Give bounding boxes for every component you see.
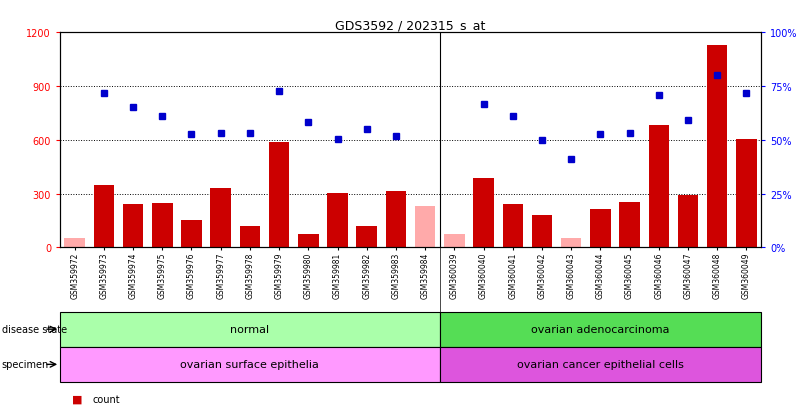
Bar: [736, 140, 757, 248]
Bar: [298, 234, 319, 248]
Bar: [473, 179, 493, 248]
Bar: [211, 189, 231, 248]
Bar: [328, 193, 348, 248]
Bar: [64, 239, 85, 248]
Bar: [502, 205, 523, 248]
Bar: [415, 206, 435, 248]
Bar: [356, 226, 377, 248]
Bar: [444, 234, 465, 248]
Bar: [239, 226, 260, 248]
Text: ovarian cancer epithelial cells: ovarian cancer epithelial cells: [517, 359, 684, 370]
Text: ovarian surface epithelia: ovarian surface epithelia: [180, 359, 320, 370]
Bar: [619, 202, 640, 248]
Bar: [440, 312, 761, 347]
Text: ovarian adenocarcinoma: ovarian adenocarcinoma: [531, 324, 670, 335]
Bar: [152, 204, 172, 248]
Text: count: count: [92, 394, 119, 404]
Text: disease state: disease state: [2, 324, 66, 335]
Bar: [440, 347, 761, 382]
Text: normal: normal: [231, 324, 269, 335]
Bar: [181, 220, 202, 248]
Text: specimen: specimen: [2, 359, 49, 370]
Bar: [123, 205, 143, 248]
Title: GDS3592 / 202315_s_at: GDS3592 / 202315_s_at: [336, 19, 485, 32]
Bar: [94, 185, 114, 248]
Bar: [60, 312, 440, 347]
Bar: [707, 45, 727, 248]
Bar: [386, 191, 406, 248]
Bar: [269, 142, 289, 248]
Bar: [561, 239, 582, 248]
Bar: [532, 216, 552, 248]
Bar: [678, 196, 698, 248]
Bar: [649, 126, 669, 248]
Text: ■: ■: [72, 394, 83, 404]
Bar: [60, 347, 440, 382]
Bar: [590, 209, 610, 248]
